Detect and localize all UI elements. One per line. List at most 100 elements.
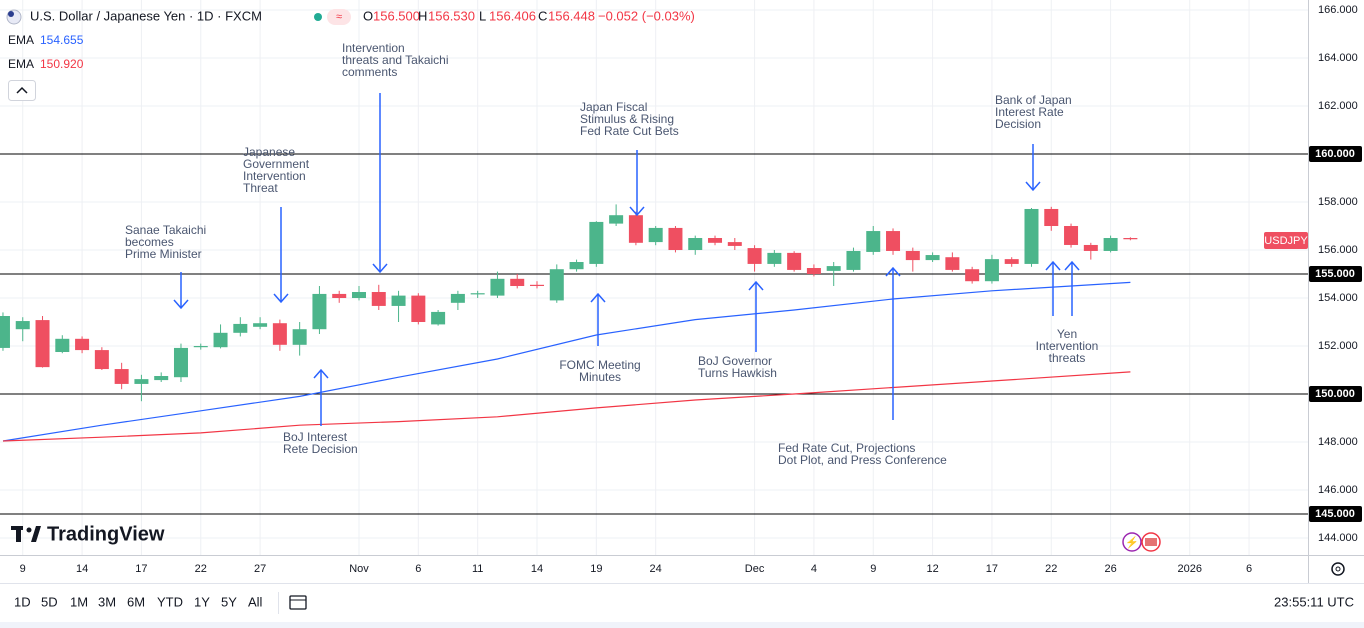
candle-body <box>272 323 287 345</box>
ema-lines <box>2 281 1131 442</box>
annotation-text: Bank of Japan <box>995 93 1072 107</box>
x-tick-label: 4 <box>811 563 817 575</box>
y-tick-label: 148.000 <box>1318 436 1358 448</box>
level-label: 150.000 <box>1315 388 1355 400</box>
arrow-head <box>173 299 189 310</box>
logo <box>11 526 41 542</box>
arrow-head <box>313 368 329 379</box>
event-icon[interactable] <box>1122 532 1142 552</box>
candle-body <box>965 269 980 282</box>
range-button[interactable]: All <box>248 594 263 609</box>
candle-body <box>391 295 406 306</box>
range-button[interactable]: 3M <box>98 594 116 609</box>
x-tick-label: 6 <box>415 563 421 575</box>
annotation-text: comments <box>342 65 397 79</box>
candle-body <box>134 379 149 384</box>
x-tick-label: 2026 <box>1177 563 1201 575</box>
level-label: 155.000 <box>1315 268 1355 280</box>
settings-button[interactable] <box>1331 562 1345 576</box>
candle-body <box>431 311 446 325</box>
x-tick-label: 24 <box>650 563 662 575</box>
date-range-button[interactable] <box>289 595 307 610</box>
candle-body <box>510 278 525 287</box>
level-label-box <box>1309 386 1362 403</box>
y-tick-label: 146.000 <box>1318 484 1358 496</box>
candle-body <box>886 231 901 251</box>
status-pill[interactable] <box>327 9 351 25</box>
candles <box>0 204 1138 402</box>
ohlc-key: O <box>363 8 373 23</box>
x-tick-label: 17 <box>986 563 998 575</box>
candle-body <box>114 369 129 384</box>
y-tick-label: 166.000 <box>1318 4 1358 16</box>
candle-body <box>549 269 564 301</box>
range-button[interactable]: 5Y <box>221 594 237 609</box>
candle-body <box>1103 238 1118 251</box>
candle-body <box>470 293 485 295</box>
arrow-head <box>885 266 901 277</box>
range-button[interactable]: 1D <box>14 594 31 609</box>
candle-body <box>984 259 999 282</box>
candle-body <box>0 316 10 348</box>
y-tick-label: 162.000 <box>1318 100 1358 112</box>
candle-body <box>75 338 90 351</box>
candle-body <box>905 250 920 261</box>
candle-body <box>193 346 208 348</box>
clock: 23:55:11 UTC <box>1274 594 1354 609</box>
candle-body <box>154 376 169 381</box>
range-button[interactable]: 5D <box>41 594 58 609</box>
x-tick-label: 6 <box>1246 563 1252 575</box>
candle-body <box>826 266 841 271</box>
arrow-head <box>629 206 645 217</box>
candle-body <box>609 215 624 224</box>
arrow-head <box>1045 260 1061 271</box>
annotation-text: Threat <box>243 181 278 195</box>
candle-body <box>1004 259 1019 264</box>
range-button[interactable]: 1M <box>70 594 88 609</box>
footer-strip <box>0 622 1364 628</box>
arrow-head <box>590 292 606 303</box>
candle-body <box>866 231 881 252</box>
level-label: 145.000 <box>1315 508 1355 520</box>
x-tick-label: 22 <box>1045 563 1057 575</box>
symbol-label: USDJPY <box>1264 235 1308 247</box>
change: −0.052 (−0.03%) <box>598 8 695 23</box>
candle-body <box>35 320 50 368</box>
candle-body <box>530 284 545 287</box>
candle-body <box>628 215 643 243</box>
candle-body <box>727 242 742 246</box>
candle-body <box>767 252 782 264</box>
level-label-box <box>1309 266 1362 283</box>
candle-body <box>806 268 821 275</box>
annotation-text: Interest Rate <box>995 105 1064 119</box>
event-glyph <box>1145 538 1157 546</box>
candle-body <box>233 323 248 333</box>
candle-body <box>411 295 426 323</box>
candle-body <box>668 227 683 251</box>
annotation-text: Japan Fiscal <box>580 100 647 114</box>
annotation-text: Japanese <box>243 145 295 159</box>
x-tick-label: 9 <box>870 563 876 575</box>
candle-body <box>708 238 723 243</box>
annotation-text: Decision <box>995 117 1041 131</box>
annotation-text: Government <box>243 157 310 171</box>
market-status <box>314 13 322 21</box>
collapse-button[interactable] <box>8 80 36 101</box>
y-tick-label: 144.000 <box>1318 532 1358 544</box>
candle-body <box>312 293 327 330</box>
ohlc-key: H <box>418 8 427 23</box>
legend-value: 150.920 <box>40 57 84 71</box>
annotation-text: FOMC Meeting <box>559 358 640 372</box>
candle-body <box>648 227 663 243</box>
range-button[interactable]: 1Y <box>194 594 210 609</box>
candle-body <box>332 293 347 299</box>
range-button[interactable]: YTD <box>157 594 183 609</box>
candle-body <box>747 248 762 264</box>
brand-name: TradingView <box>47 523 165 545</box>
annotation-text: Intervention <box>243 169 306 183</box>
candle-body <box>351 292 366 299</box>
range-button[interactable]: 6M <box>127 594 145 609</box>
annotation-text: Sanae Takaichi <box>125 223 206 237</box>
